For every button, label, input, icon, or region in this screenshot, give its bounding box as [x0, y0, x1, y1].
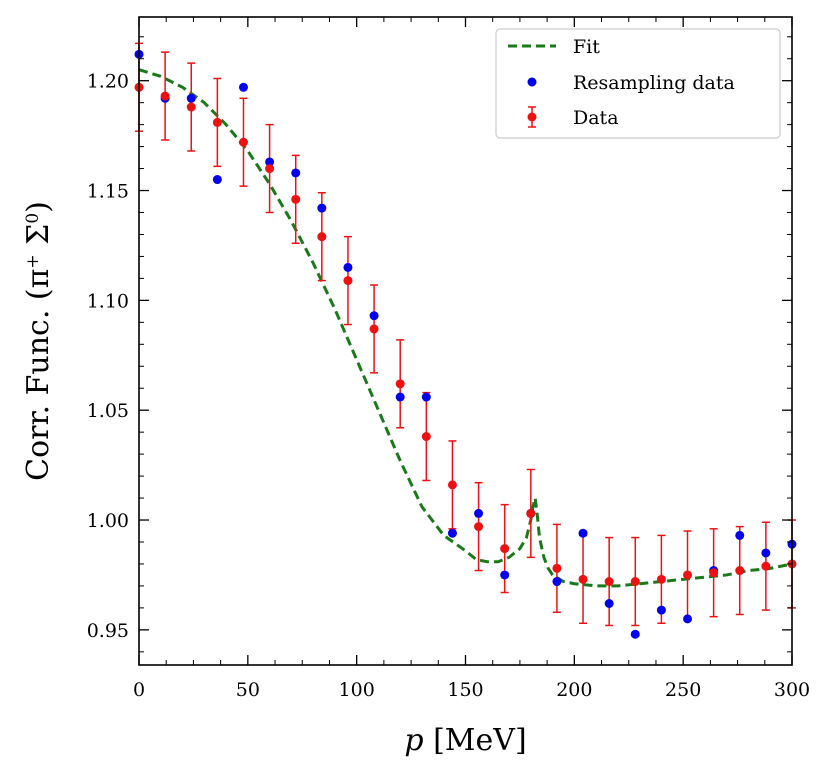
resampling-point	[656, 605, 666, 615]
y-tick-label: 1.05	[87, 400, 129, 422]
data-point	[474, 522, 484, 532]
data-point	[735, 566, 745, 576]
data-point	[160, 91, 170, 101]
data-point	[656, 574, 666, 584]
x-axis-title: p [MeV]	[404, 723, 526, 758]
resampling-point	[212, 175, 222, 185]
data-point	[212, 117, 222, 127]
y-tick-label: 1.10	[87, 290, 129, 312]
y-tick-label: 0.95	[87, 620, 129, 642]
resampling-point	[604, 598, 614, 608]
data-point	[526, 508, 536, 518]
data-point	[421, 432, 431, 442]
data-point	[578, 574, 588, 584]
resampling-point	[735, 530, 745, 540]
resampling-point	[369, 311, 379, 321]
data-point	[761, 561, 771, 571]
data-point	[447, 480, 457, 490]
data-point	[552, 563, 562, 573]
legend-resampling-swatch	[527, 77, 537, 87]
resampling-point	[291, 168, 301, 178]
data-point	[630, 577, 640, 587]
y-tick-label: 1.20	[87, 71, 129, 93]
x-tick-label: 250	[665, 679, 701, 701]
y-axis-title-sup2: 0	[23, 213, 43, 224]
legend: Fit Resampling data Data	[495, 28, 781, 139]
resampling-point	[761, 548, 771, 558]
resampling-point	[447, 528, 457, 538]
resampling-point	[395, 392, 405, 402]
x-tick-label: 150	[447, 679, 483, 701]
y-axis-title-main: Corr. Func. (π	[21, 269, 56, 481]
resampling-point	[474, 508, 484, 518]
legend-data-swatch	[527, 112, 537, 122]
ticks-layer: 0 50 100 150 200 250 300 0.95 1.00 1.05 1.10 1.15 1.…	[87, 17, 810, 701]
data-point	[343, 276, 353, 286]
x-tick-label: 100	[339, 679, 375, 701]
y-axis-title-sup1: +	[23, 254, 43, 268]
resampling-point	[552, 577, 562, 587]
data-point	[265, 164, 275, 174]
y-axis-title-end: )	[21, 201, 56, 213]
y-tick-label: 1.00	[87, 510, 129, 532]
x-axis-variable: p	[404, 723, 423, 758]
legend-data-label: Data	[573, 107, 619, 129]
fit-curve	[138, 68, 793, 588]
y-tick-label: 1.15	[87, 181, 129, 203]
legend-resampling-label: Resampling data	[573, 72, 735, 94]
resampling-point	[238, 82, 248, 92]
y-axis-title-mid: Σ	[21, 224, 56, 255]
resampling-point	[683, 614, 693, 624]
data-point	[291, 194, 301, 204]
resampling-point	[343, 262, 353, 272]
legend-box	[495, 28, 781, 139]
data-point	[238, 137, 248, 147]
resampling-point	[578, 528, 588, 538]
data-point	[683, 570, 693, 580]
data-point	[369, 324, 379, 334]
data-point	[500, 544, 510, 554]
data-point	[395, 379, 405, 389]
data-point	[186, 102, 196, 112]
legend-fit-label: Fit	[573, 36, 600, 58]
resampling-point	[630, 629, 640, 639]
x-tick-label: 0	[133, 679, 145, 701]
data-point	[709, 568, 719, 578]
resampling-point	[186, 93, 196, 103]
resampling-point	[317, 203, 327, 213]
x-tick-label: 200	[556, 679, 592, 701]
y-axis-title: Corr. Func. (π+ Σ0)	[21, 201, 56, 481]
x-axis-unit: [MeV]	[424, 723, 527, 758]
data-point	[317, 232, 327, 242]
resampling-point	[500, 570, 510, 580]
plot-layer	[134, 42, 797, 639]
resampling-point	[265, 157, 275, 167]
x-tick-label: 50	[236, 679, 260, 701]
x-tick-label: 300	[774, 679, 810, 701]
resampling-point	[421, 392, 431, 402]
data-point	[604, 577, 614, 587]
